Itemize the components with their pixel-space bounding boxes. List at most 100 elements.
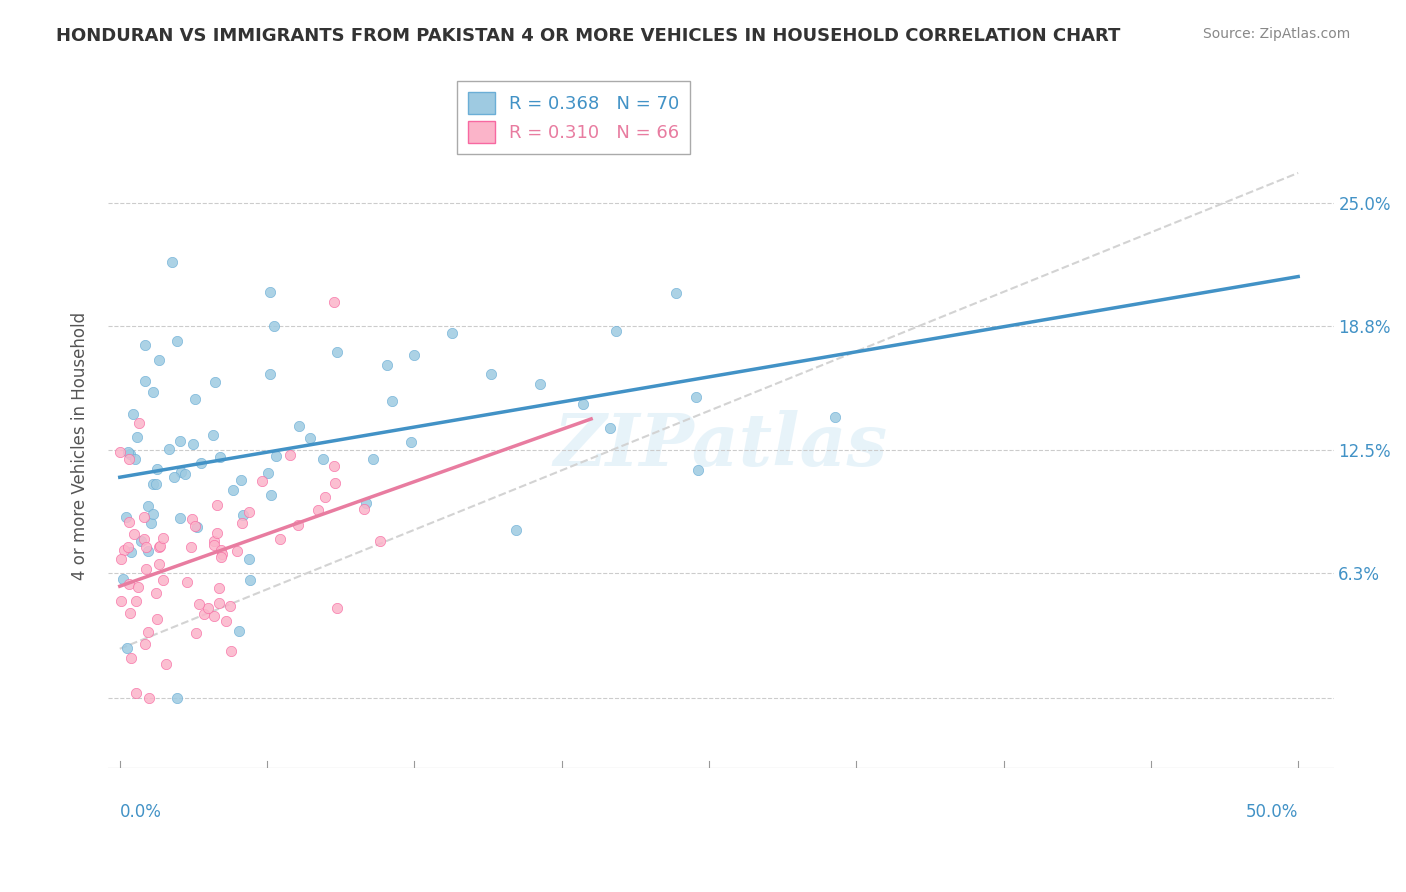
Immigrants from Pakistan	[207, 525, 229, 540]
Hondurans	[440, 326, 463, 340]
Hondurans	[229, 473, 252, 487]
Hondurans	[117, 445, 139, 459]
Immigrants from Pakistan	[188, 597, 211, 611]
Immigrants from Pakistan	[181, 512, 204, 526]
Hondurans	[157, 442, 180, 456]
Hondurans	[605, 324, 627, 338]
Immigrants from Pakistan	[149, 539, 172, 553]
Hondurans	[181, 437, 204, 451]
Immigrants from Pakistan	[110, 444, 132, 458]
Hondurans	[326, 344, 349, 359]
Hondurans	[139, 516, 162, 530]
Immigrants from Pakistan	[323, 294, 346, 309]
Immigrants from Pakistan	[118, 452, 141, 467]
Hondurans	[142, 384, 165, 399]
Hondurans	[145, 462, 167, 476]
Immigrants from Pakistan	[152, 573, 174, 587]
Immigrants from Pakistan	[138, 691, 160, 706]
Text: 50.0%: 50.0%	[1246, 803, 1298, 822]
Immigrants from Pakistan	[278, 448, 301, 462]
Hondurans	[125, 430, 148, 444]
Hondurans	[228, 624, 250, 639]
Immigrants from Pakistan	[134, 637, 156, 651]
Hondurans	[259, 285, 281, 299]
Immigrants from Pakistan	[122, 526, 145, 541]
Hondurans	[112, 572, 135, 586]
Text: Source: ZipAtlas.com: Source: ZipAtlas.com	[1202, 27, 1350, 41]
Hondurans	[142, 477, 165, 491]
Immigrants from Pakistan	[307, 503, 329, 517]
Hondurans	[163, 469, 186, 483]
Hondurans	[166, 691, 188, 706]
Hondurans	[169, 511, 191, 525]
Hondurans	[124, 452, 146, 467]
Immigrants from Pakistan	[132, 532, 155, 546]
Immigrants from Pakistan	[148, 557, 170, 571]
Immigrants from Pakistan	[231, 516, 253, 531]
Hondurans	[204, 375, 226, 389]
Hondurans	[404, 348, 426, 362]
Hondurans	[142, 507, 165, 521]
Hondurans	[221, 483, 243, 497]
Immigrants from Pakistan	[202, 534, 225, 549]
Immigrants from Pakistan	[205, 498, 228, 512]
Immigrants from Pakistan	[155, 657, 177, 671]
Immigrants from Pakistan	[145, 586, 167, 600]
Immigrants from Pakistan	[146, 612, 169, 626]
Immigrants from Pakistan	[208, 581, 231, 595]
Immigrants from Pakistan	[135, 541, 157, 555]
Immigrants from Pakistan	[152, 532, 174, 546]
Immigrants from Pakistan	[110, 594, 132, 608]
Immigrants from Pakistan	[219, 644, 242, 658]
Hondurans	[231, 508, 253, 522]
Hondurans	[148, 353, 170, 368]
Hondurans	[260, 488, 283, 502]
Hondurans	[571, 397, 593, 411]
Immigrants from Pakistan	[209, 549, 232, 564]
Immigrants from Pakistan	[110, 552, 132, 566]
Text: HONDURAN VS IMMIGRANTS FROM PAKISTAN 4 OR MORE VEHICLES IN HOUSEHOLD CORRELATION: HONDURAN VS IMMIGRANTS FROM PAKISTAN 4 O…	[56, 27, 1121, 45]
Hondurans	[145, 476, 167, 491]
Immigrants from Pakistan	[132, 510, 155, 524]
Y-axis label: 4 or more Vehicles in Household: 4 or more Vehicles in Household	[72, 311, 89, 580]
Hondurans	[170, 465, 193, 479]
Hondurans	[298, 431, 321, 445]
Immigrants from Pakistan	[117, 540, 139, 554]
Hondurans	[202, 427, 225, 442]
Hondurans	[686, 463, 709, 477]
Hondurans	[263, 319, 285, 334]
Immigrants from Pakistan	[208, 596, 231, 610]
Hondurans	[134, 374, 156, 388]
Immigrants from Pakistan	[118, 607, 141, 621]
Immigrants from Pakistan	[193, 607, 215, 622]
Hondurans	[186, 520, 208, 534]
Hondurans	[121, 407, 143, 421]
Hondurans	[209, 450, 232, 464]
Hondurans	[120, 545, 142, 559]
Legend: R = 0.368   N = 70, R = 0.310   N = 66: R = 0.368 N = 70, R = 0.310 N = 66	[457, 81, 690, 153]
Hondurans	[160, 255, 183, 269]
Hondurans	[685, 390, 707, 404]
Hondurans	[238, 551, 260, 566]
Immigrants from Pakistan	[238, 505, 260, 519]
Immigrants from Pakistan	[211, 547, 233, 561]
Immigrants from Pakistan	[118, 577, 141, 591]
Hondurans	[173, 467, 195, 481]
Hondurans	[354, 496, 377, 510]
Hondurans	[118, 447, 141, 461]
Immigrants from Pakistan	[136, 624, 159, 639]
Immigrants from Pakistan	[128, 416, 150, 430]
Hondurans	[399, 434, 422, 449]
Immigrants from Pakistan	[269, 533, 291, 547]
Immigrants from Pakistan	[127, 580, 149, 594]
Hondurans	[381, 393, 404, 408]
Immigrants from Pakistan	[197, 601, 219, 615]
Immigrants from Pakistan	[219, 599, 242, 614]
Hondurans	[114, 510, 136, 524]
Hondurans	[479, 367, 502, 381]
Immigrants from Pakistan	[125, 685, 148, 699]
Hondurans	[599, 421, 621, 435]
Immigrants from Pakistan	[325, 475, 347, 490]
Hondurans	[824, 410, 846, 425]
Immigrants from Pakistan	[202, 538, 225, 552]
